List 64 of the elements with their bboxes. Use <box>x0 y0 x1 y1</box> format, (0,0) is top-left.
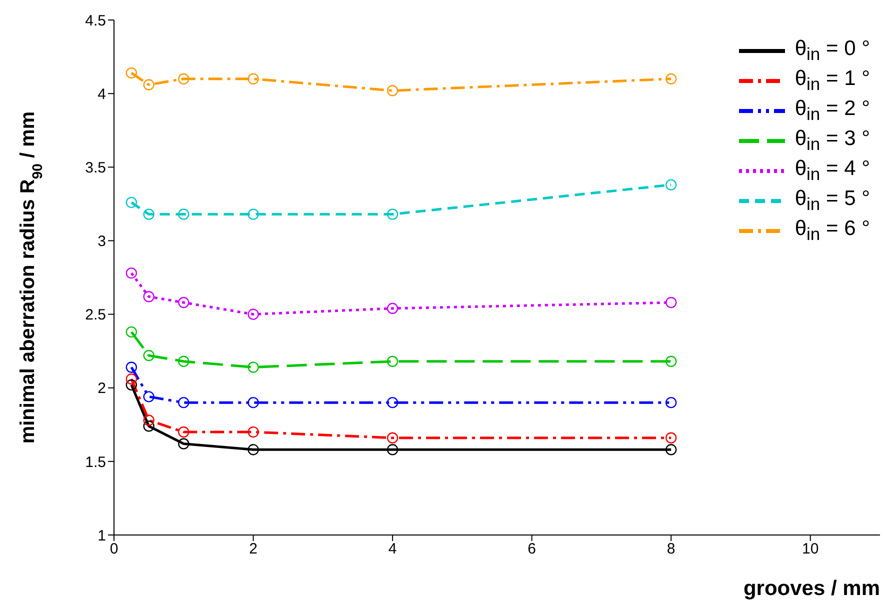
point <box>248 308 259 320</box>
x-tick-label: 10 <box>802 540 819 558</box>
point <box>386 356 398 367</box>
y-tick-label: 1 <box>98 527 106 544</box>
legend-label: θ$_{in}$ = 4 ° <box>794 156 870 186</box>
x-tick-label: 4 <box>388 540 397 558</box>
point <box>248 444 259 456</box>
legend-label: θ$_{in}$ = 5 ° <box>794 186 870 216</box>
point <box>178 296 190 308</box>
point <box>665 432 677 444</box>
x-tick-label: 2 <box>249 540 258 558</box>
point <box>386 432 398 444</box>
point <box>178 438 190 450</box>
point <box>386 302 398 314</box>
y-tick-label: 2 <box>98 380 106 398</box>
y-tick-label: 4.5 <box>85 12 106 30</box>
point <box>665 356 677 367</box>
point <box>178 356 190 367</box>
point <box>248 396 259 408</box>
legend-label: θ$_{in}$ = 6 ° <box>794 216 870 246</box>
legend-label: θ$_{in}$ = 3 ° <box>794 126 870 156</box>
legend-label: θ$_{in}$ = 1 ° <box>794 66 870 96</box>
point <box>386 208 398 220</box>
point <box>665 296 677 308</box>
point <box>126 67 138 79</box>
point <box>143 391 154 402</box>
point <box>126 362 138 373</box>
point <box>143 420 154 432</box>
point <box>126 379 138 391</box>
point <box>143 79 154 90</box>
x-tick-label: 6 <box>528 540 536 558</box>
point <box>248 426 259 438</box>
point <box>143 291 154 302</box>
point <box>665 179 677 190</box>
point <box>178 396 190 408</box>
point <box>178 208 190 220</box>
point <box>143 208 154 220</box>
point <box>386 396 398 408</box>
point <box>126 373 138 385</box>
point <box>665 73 677 84</box>
point <box>665 444 677 456</box>
x-tick-label: 0 <box>110 540 118 558</box>
y-tick-label: 4 <box>98 86 106 103</box>
x-tick-label: 8 <box>666 540 676 558</box>
point <box>665 396 677 408</box>
point <box>143 414 154 426</box>
point <box>143 350 154 362</box>
legend-label: θ$_{in}$ = 0 ° <box>794 36 870 66</box>
point <box>248 362 259 373</box>
y-tick-label: 3 <box>98 233 106 250</box>
point <box>126 267 138 279</box>
point <box>248 73 259 84</box>
point <box>386 85 398 96</box>
point <box>178 73 190 84</box>
point <box>126 326 138 338</box>
y-tick-label: 3.5 <box>85 159 106 176</box>
x-axis-title: grooves / mm <box>743 577 880 600</box>
point <box>386 444 398 456</box>
point <box>248 208 259 220</box>
legend-label: θ$_{in}$ = 2 ° <box>794 96 870 126</box>
point <box>178 426 190 438</box>
point <box>126 196 138 208</box>
y-tick-label: 2.5 <box>85 306 106 324</box>
y-tick-label: 1.5 <box>85 454 106 471</box>
